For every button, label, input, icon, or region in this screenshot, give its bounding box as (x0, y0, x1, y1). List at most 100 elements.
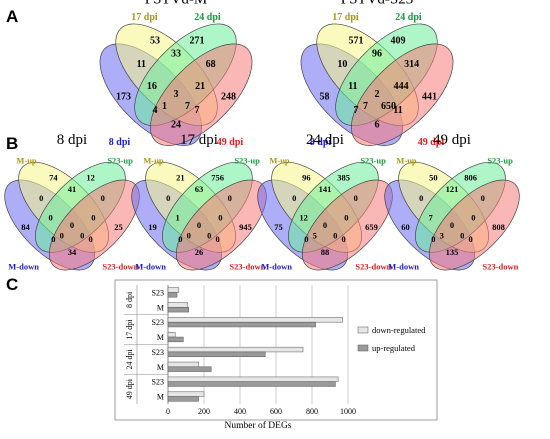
venn-count-ygr: 0 (218, 213, 222, 223)
venn-count-y: 74 (49, 173, 58, 183)
venn-label-green: 24 dpi (395, 12, 422, 23)
bar-down-regulated (167, 317, 343, 323)
venn-title: 8 dpi (57, 132, 87, 148)
venn-count-byr: 0 (80, 230, 84, 240)
venn-title: 17 dpi (180, 132, 218, 148)
row-label: S23 (152, 318, 164, 327)
venn-label-red: 49 dpi (217, 137, 244, 148)
venn-label-red: S23-down (355, 262, 391, 272)
x-tick-label: 600 (270, 407, 282, 416)
venn-count-bgr: 7 (363, 101, 368, 112)
venn-count-b: 173 (116, 91, 131, 102)
venn-count-yg: 121 (446, 184, 459, 194)
venn-count-byr: 7 (185, 101, 190, 112)
venn-ellipse-red (351, 43, 454, 146)
bar-up-regulated (167, 321, 316, 328)
venn-count-bg: 0 (431, 234, 435, 244)
venn-title: PSTVd-M (145, 0, 208, 7)
venn-count-g: 756 (211, 173, 224, 183)
venn-count-yg: 63 (195, 184, 204, 194)
bar-up-regulated (167, 381, 336, 387)
venn-label-blue: M-down (261, 262, 292, 272)
venn-count-yr: 0 (88, 234, 92, 244)
venn-count-gr: 0 (354, 193, 358, 203)
legend-swatch (357, 344, 369, 352)
venn-count-r: 25 (114, 222, 123, 232)
venn-count-gr: 0 (101, 193, 105, 203)
venn-count-y: 53 (150, 36, 160, 47)
venn-count-g: 806 (464, 173, 477, 183)
venn-count-bg: 0 (178, 234, 182, 244)
venn-count-r: 248 (221, 91, 236, 102)
legend-label: up-regulated (372, 343, 416, 353)
bar-up-regulated (167, 396, 199, 402)
venn-count-byg: 7 (428, 213, 433, 223)
venn-label-green: 24 dpi (194, 12, 221, 23)
venn-count-bg: 0 (51, 234, 55, 244)
venn-count-yg: 33 (171, 48, 181, 59)
venn-title: 24 dpi (306, 132, 344, 148)
venn-label-blue: M-down (388, 262, 419, 272)
venn-count-by: 0 (419, 193, 423, 203)
venn-count-yr: 0 (341, 234, 345, 244)
venn-count-bg: 0 (304, 234, 308, 244)
row-label: M (157, 303, 164, 312)
venn-ellipse-red (428, 179, 520, 271)
venn-count-r: 945 (239, 222, 252, 232)
venn-count-gr: 0 (228, 193, 232, 203)
venn-label-yellow: 17 dpi (332, 12, 359, 23)
venn-count-br: 88 (321, 247, 330, 257)
venn-count-byg: 12 (299, 213, 308, 223)
bar-down-regulated (167, 361, 199, 368)
venn-title: PSTVd-S23 (341, 0, 414, 7)
venn-count-yr: 11 (393, 105, 402, 116)
venn-count-b: 19 (148, 222, 157, 232)
legend-swatch (357, 326, 369, 334)
venn-count-yg: 96 (372, 48, 382, 59)
venn-label-green: S23-up (360, 156, 386, 166)
venn-label-green: S23-up (487, 156, 513, 166)
venn-count-bg: 4 (153, 105, 158, 116)
venn-count-gr: 0 (481, 193, 485, 203)
venn-count-b: 58 (320, 91, 330, 102)
venn-count-y: 21 (176, 173, 185, 183)
bar-up-regulated (167, 366, 212, 372)
bar-down-regulated (167, 332, 176, 338)
venn-count-b: 75 (274, 222, 283, 232)
venn-count-byr: 650 (381, 101, 396, 112)
venn-count-bgr: 0 (187, 230, 191, 240)
row-label: M (157, 333, 164, 342)
venn-diagram: PSTVd-S235857140944110963146711114447650… (300, 0, 454, 148)
venn-count-gr: 68 (206, 59, 216, 70)
venn-count-br: 24 (171, 120, 181, 131)
panel-letter-c: C (6, 275, 18, 294)
venn-label-red: S23-down (102, 262, 138, 272)
bar-down-regulated (167, 376, 339, 382)
legend-label: down-regulated (372, 325, 426, 335)
venn-label-red: S23-down (482, 262, 518, 272)
venn-count-by: 0 (39, 193, 43, 203)
x-tick-label: 1000 (340, 407, 356, 416)
panel-letter-b: B (6, 134, 18, 153)
bar-up-regulated (167, 307, 189, 313)
venn-count-all: 2 (375, 89, 380, 100)
venn-count-ygr: 0 (91, 213, 95, 223)
venn-count-by: 0 (166, 193, 170, 203)
venn-count-bgr: 0 (60, 230, 64, 240)
venn-count-br: 135 (446, 247, 459, 257)
panel-letter-a: A (6, 7, 18, 26)
venn-count-bgr: 5 (313, 230, 317, 240)
venn-count-by: 0 (292, 193, 296, 203)
venn-count-all: 0 (450, 220, 454, 230)
venn-label-blue: M-down (135, 262, 166, 272)
venn-label-yellow: M-up (396, 156, 417, 166)
venn-label-blue: 8 dpi (109, 137, 131, 148)
group-label: 8 dpi (125, 291, 134, 308)
x-tick-label: 0 (166, 407, 170, 416)
venn-count-all: 0 (323, 220, 327, 230)
venn-count-b: 84 (21, 222, 30, 232)
